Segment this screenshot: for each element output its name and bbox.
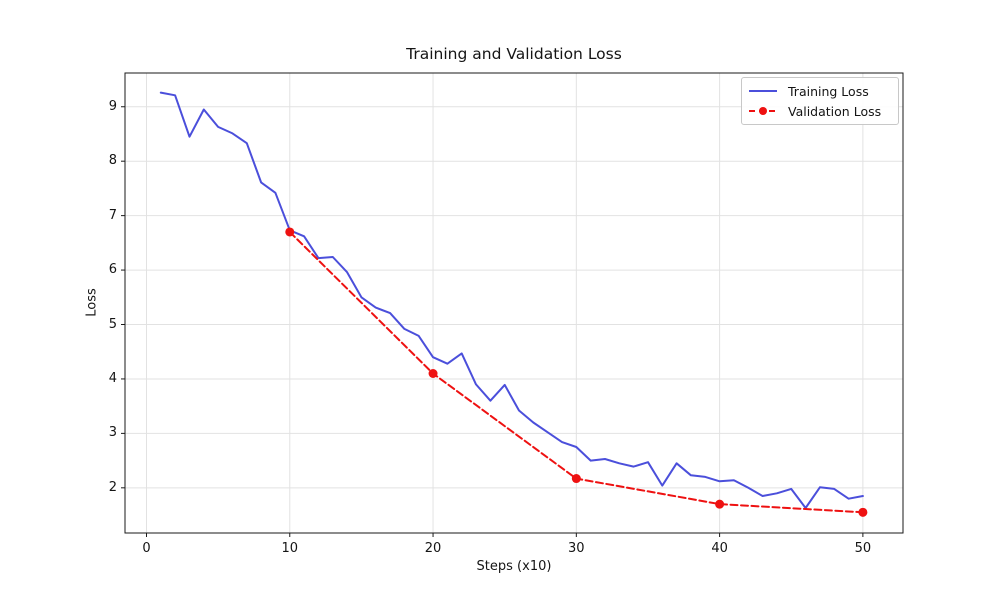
y-tick-label: 3 — [108, 425, 117, 441]
x-tick-label: 40 — [711, 541, 728, 556]
training-line-sample-icon — [749, 90, 777, 92]
x-tick-label: 50 — [854, 541, 872, 556]
x-axis-label: Steps (x10) — [476, 559, 552, 574]
y-tick-label: 2 — [108, 479, 117, 495]
y-tick-label: 5 — [108, 316, 117, 332]
x-tick-label: 0 — [142, 541, 151, 556]
legend-label-training: Training Loss — [788, 83, 869, 99]
data-point-marker — [715, 499, 725, 509]
x-tick-label: 30 — [568, 541, 585, 556]
series-line-0 — [159, 91, 864, 509]
y-tick-label: 9 — [108, 98, 117, 114]
legend-entry-validation: Validation Loss — [748, 101, 892, 121]
data-point-marker — [858, 507, 868, 517]
y-tick-label: 7 — [108, 207, 117, 223]
chart-title: Training and Validation Loss — [406, 45, 622, 63]
data-point-marker — [428, 368, 438, 378]
x-tick-label: 10 — [281, 541, 299, 556]
y-tick-label: 6 — [108, 262, 117, 278]
y-tick-label: 8 — [108, 153, 117, 169]
legend: Training Loss Validation Loss — [741, 77, 899, 125]
plot-frame — [124, 72, 904, 534]
y-tick-label: 4 — [108, 370, 117, 386]
x-tick-label: 20 — [424, 541, 442, 556]
data-point-marker — [571, 474, 581, 484]
validation-line-sample-icon — [749, 107, 777, 115]
legend-entry-training: Training Loss — [748, 81, 892, 101]
data-point-marker — [285, 227, 295, 237]
legend-label-validation: Validation Loss — [788, 103, 882, 119]
